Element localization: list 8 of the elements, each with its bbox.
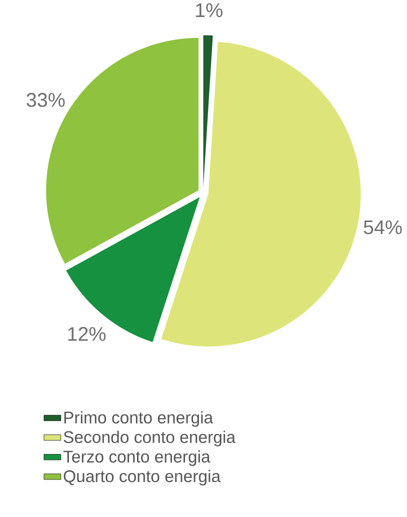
legend-label: Quarto conto energia [64,470,221,486]
data-label: 12% [68,327,106,341]
legend-label: Primo conto energia [64,411,214,427]
legend-label: Terzo conto energia [63,450,210,466]
data-label: 33% [26,92,65,107]
data-label: 54% [364,220,402,234]
legend-label: Secondo conto energia [64,430,236,446]
data-label: 1% [196,3,222,18]
